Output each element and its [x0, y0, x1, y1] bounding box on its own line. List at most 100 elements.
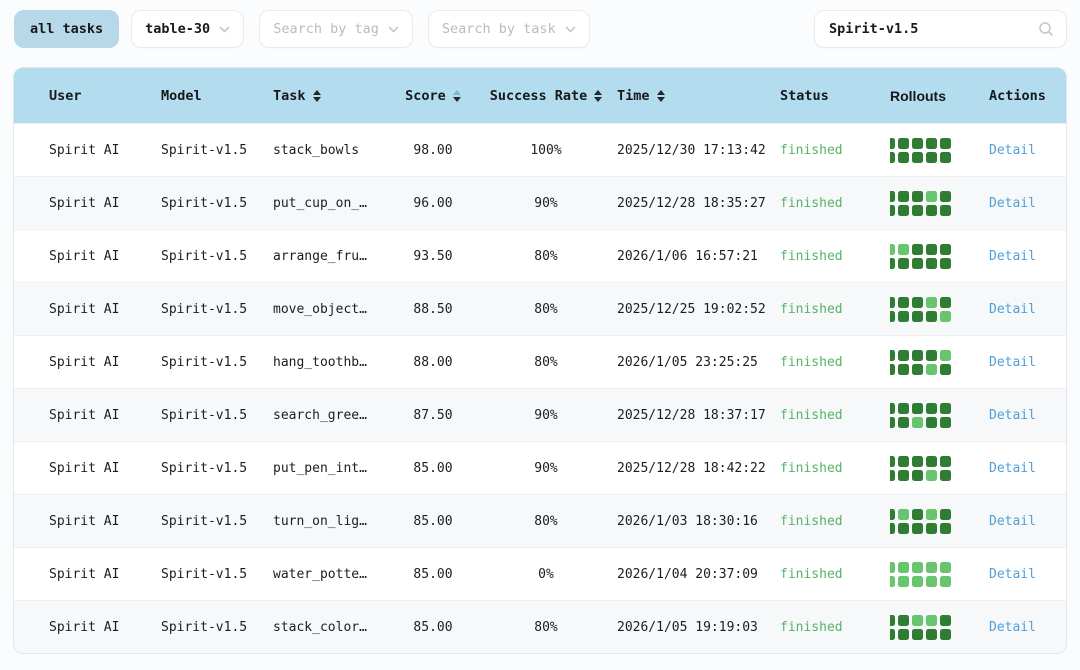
sort-icon[interactable]	[594, 89, 603, 102]
rollouts-cell	[890, 296, 989, 322]
actions-cell: Detail	[989, 408, 1066, 423]
rollout-success-square	[898, 310, 909, 322]
table-row: Spirit AI Spirit-v1.5 stack_color… 85.00…	[14, 600, 1066, 653]
sort-icon[interactable]	[656, 89, 665, 102]
rollout-fail-square	[940, 349, 951, 361]
success-rate-cell: 80%	[534, 301, 558, 317]
detail-link[interactable]: Detail	[989, 460, 1036, 476]
rollout-success-square	[926, 204, 937, 216]
table-row: Spirit AI Spirit-v1.5 hang_toothb… 88.00…	[14, 335, 1066, 388]
search-by-tag-select[interactable]: Search by tag	[259, 10, 413, 48]
detail-link[interactable]: Detail	[989, 566, 1036, 582]
rollout-success-square	[912, 310, 923, 322]
rollout-success-square	[890, 363, 895, 375]
rollout-fail-square	[912, 614, 923, 626]
all-tasks-filter-button[interactable]: all tasks	[14, 10, 120, 48]
column-header-score[interactable]: Score	[391, 88, 475, 104]
score-cell: 85.00	[413, 513, 453, 529]
table-select[interactable]: table-30	[131, 10, 245, 48]
success-rate-cell: 0%	[538, 566, 554, 582]
rollouts-cell	[890, 508, 989, 534]
detail-link[interactable]: Detail	[989, 142, 1036, 158]
user-cell: Spirit AI	[49, 142, 120, 158]
success-rate-cell: 90%	[534, 195, 558, 211]
task-cell: put_pen_int…	[273, 460, 367, 476]
model-search-input[interactable]	[829, 21, 1038, 37]
rollout-success-square	[898, 628, 909, 640]
column-header-time[interactable]: Time	[617, 88, 780, 104]
detail-link[interactable]: Detail	[989, 248, 1036, 264]
task-cell: move_object…	[273, 301, 367, 317]
rollout-fail-square	[940, 310, 951, 322]
detail-link[interactable]: Detail	[989, 195, 1036, 211]
rollout-fail-square	[926, 363, 937, 375]
rollout-success-square	[890, 614, 895, 626]
rollout-success-square	[898, 402, 909, 414]
rollout-success-square	[890, 296, 895, 308]
table-row: Spirit AI Spirit-v1.5 stack_bowls 98.00 …	[14, 123, 1066, 176]
detail-link[interactable]: Detail	[989, 407, 1036, 423]
rollout-success-square	[940, 628, 951, 640]
detail-link[interactable]: Detail	[989, 513, 1036, 529]
rollout-success-square	[898, 204, 909, 216]
rollout-success-square	[912, 151, 923, 163]
rollout-success-square	[940, 151, 951, 163]
model-cell: Spirit-v1.5	[161, 407, 248, 423]
actions-cell: Detail	[989, 143, 1066, 158]
rollout-success-square	[898, 151, 909, 163]
rollout-success-square	[898, 190, 909, 202]
score-cell: 85.00	[413, 566, 453, 582]
rollout-success-square	[890, 257, 895, 269]
rollout-success-square	[912, 296, 923, 308]
detail-link[interactable]: Detail	[989, 301, 1036, 317]
actions-cell: Detail	[989, 302, 1066, 317]
rollout-success-square	[890, 455, 895, 467]
rollout-fail-square	[926, 575, 937, 587]
status-badge: finished	[780, 354, 843, 370]
rollout-success-square	[940, 363, 951, 375]
rollout-success-square	[926, 455, 937, 467]
rollout-success-square	[926, 349, 937, 361]
success-rate-cell: 90%	[534, 407, 558, 423]
column-header-task[interactable]: Task	[273, 88, 391, 104]
time-cell: 2026/1/06 16:57:21	[617, 248, 758, 264]
actions-cell: Detail	[989, 620, 1066, 635]
actions-cell: Detail	[989, 196, 1066, 211]
table-header-row: User Model Task Score Success Rate Time …	[14, 68, 1066, 123]
rollout-success-square	[890, 310, 895, 322]
column-header-actions: Actions	[989, 87, 1046, 104]
rollout-fail-square	[898, 575, 909, 587]
sort-icon[interactable]	[452, 89, 461, 102]
rollout-success-square	[926, 137, 937, 149]
rollout-success-square	[912, 455, 923, 467]
time-cell: 2025/12/28 18:37:17	[617, 407, 766, 423]
rollout-success-square	[898, 349, 909, 361]
score-cell: 87.50	[413, 407, 453, 423]
rollout-fail-square	[940, 575, 951, 587]
rollout-success-square	[912, 257, 923, 269]
status-badge: finished	[780, 142, 843, 158]
rollout-success-square	[912, 137, 923, 149]
actions-cell: Detail	[989, 249, 1066, 264]
time-cell: 2025/12/30 17:13:42	[617, 142, 766, 158]
rollout-success-square	[940, 296, 951, 308]
column-header-success-rate[interactable]: Success Rate	[475, 88, 617, 104]
search-by-task-select[interactable]: Search by task	[427, 10, 590, 48]
success-rate-cell: 80%	[534, 619, 558, 635]
rollout-success-square	[940, 204, 951, 216]
success-rate-cell: 80%	[534, 513, 558, 529]
score-cell: 85.00	[413, 619, 453, 635]
sort-icon[interactable]	[312, 89, 321, 102]
model-cell: Spirit-v1.5	[161, 619, 248, 635]
detail-link[interactable]: Detail	[989, 354, 1036, 370]
rollout-fail-square	[912, 561, 923, 573]
detail-link[interactable]: Detail	[989, 619, 1036, 635]
rollout-success-square	[926, 257, 937, 269]
task-cell: stack_color…	[273, 619, 367, 635]
rollout-success-square	[940, 190, 951, 202]
rollout-success-square	[898, 296, 909, 308]
success-rate-cell: 80%	[534, 354, 558, 370]
model-cell: Spirit-v1.5	[161, 301, 248, 317]
rollout-fail-square	[926, 296, 937, 308]
rollouts-grid	[890, 296, 951, 322]
